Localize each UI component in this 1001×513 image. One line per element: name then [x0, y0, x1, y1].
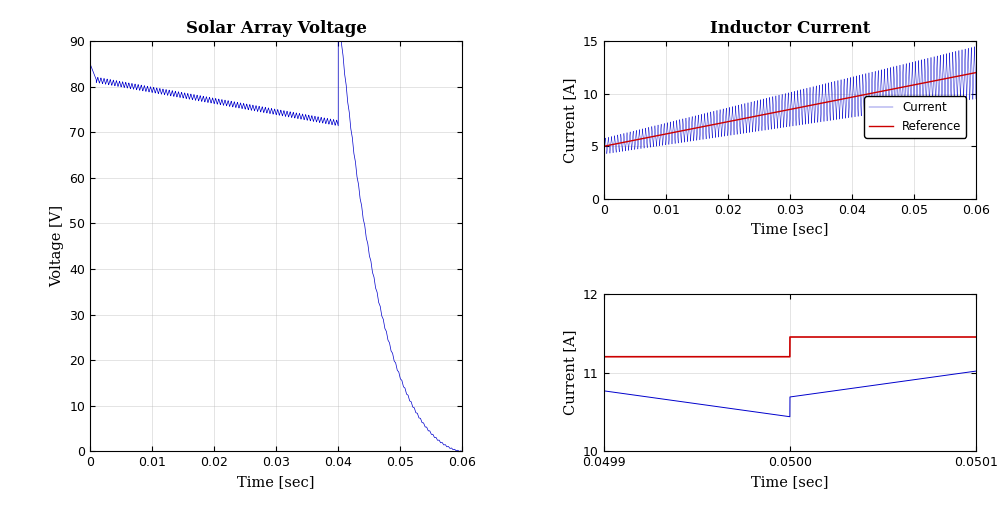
X-axis label: Time [sec]: Time [sec]: [751, 222, 829, 236]
Reference: [691, 125, 703, 131]
Line: Reference: Reference: [604, 73, 976, 146]
Title: Solar Array Voltage: Solar Array Voltage: [186, 19, 366, 37]
Current: [630, 137, 642, 144]
Current: [737, 129, 749, 135]
Current: [598, 151, 610, 157]
Current: [750, 126, 762, 132]
X-axis label: Time [sec]: Time [sec]: [751, 475, 829, 489]
Current: [968, 44, 980, 50]
Y-axis label: Current [A]: Current [A]: [564, 330, 578, 415]
Line: Current: Current: [604, 47, 976, 154]
Reference: [607, 142, 619, 148]
Reference: [970, 70, 982, 76]
Y-axis label: Current [A]: Current [A]: [564, 77, 578, 163]
Legend: Current, Reference: Current, Reference: [865, 96, 966, 137]
Current: [970, 96, 982, 102]
Current: [722, 132, 734, 139]
Reference: [598, 143, 610, 149]
Current: [607, 143, 619, 149]
Reference: [630, 137, 642, 143]
Reference: [750, 113, 762, 120]
Current: [691, 129, 703, 135]
Title: Inductor Current: Inductor Current: [710, 19, 870, 37]
Reference: [737, 115, 749, 122]
Reference: [722, 119, 734, 125]
Y-axis label: Voltage [V]: Voltage [V]: [50, 205, 64, 287]
X-axis label: Time [sec]: Time [sec]: [237, 475, 315, 489]
